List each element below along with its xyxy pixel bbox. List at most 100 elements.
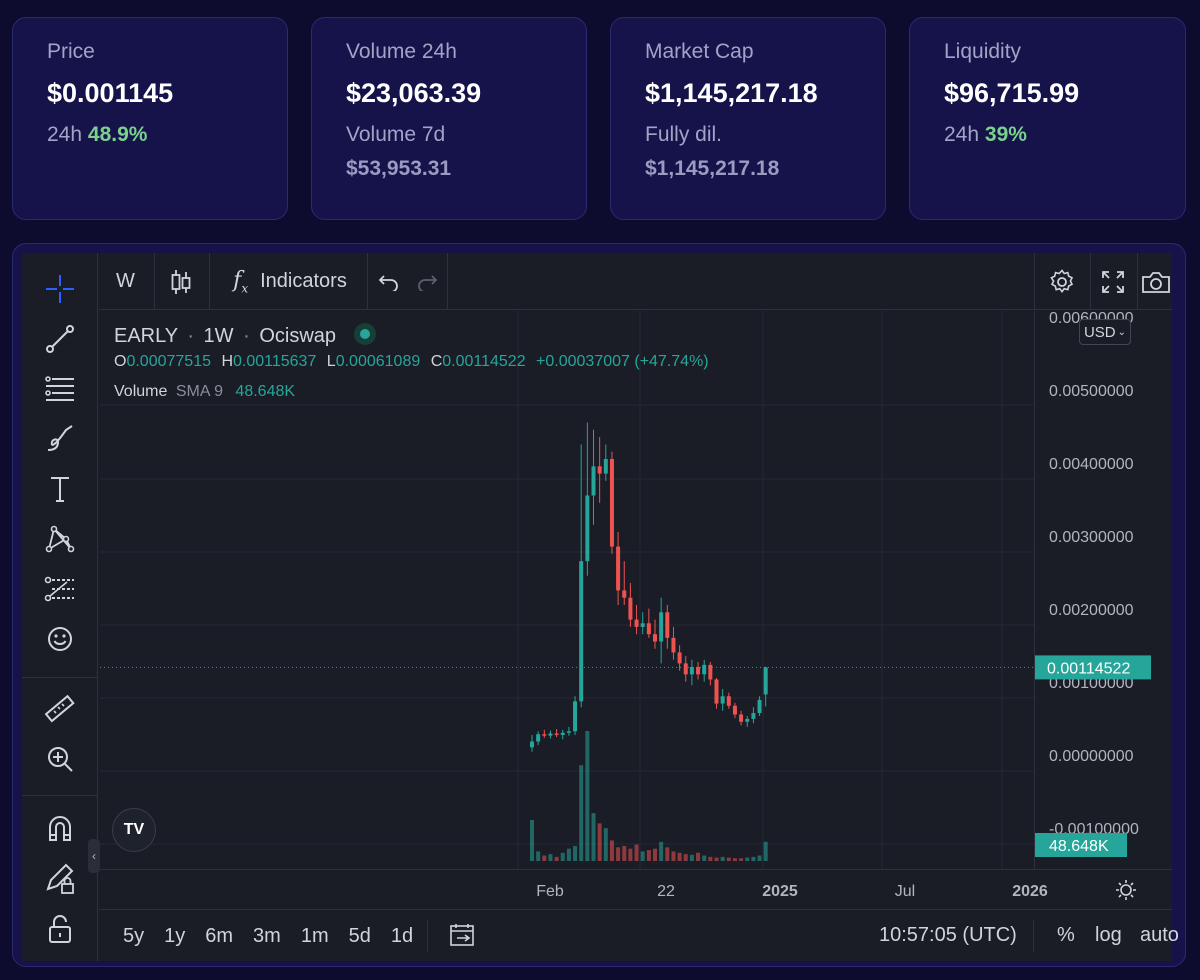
range-button-1d[interactable]: 1d	[390, 924, 414, 947]
range-button-5d[interactable]: 5d	[348, 924, 371, 947]
interval-button[interactable]: W	[116, 270, 135, 292]
volume-legend: Volume SMA 9 48.648K	[114, 383, 296, 400]
currency-selector[interactable]: USD ⌄	[1079, 319, 1131, 345]
crosshair-icon[interactable]	[40, 269, 80, 309]
volume-bar	[745, 857, 750, 861]
volume-bar	[732, 858, 737, 861]
volume-bar	[665, 847, 670, 861]
tradingview-logo[interactable]: TV	[112, 808, 156, 852]
candle-body	[665, 612, 670, 638]
magnet-icon[interactable]	[40, 809, 80, 849]
trend-line-icon[interactable]	[40, 319, 80, 359]
utc-clock[interactable]: 10:57:05 (UTC)	[879, 924, 1017, 946]
range-button-6m[interactable]: 6m	[205, 924, 234, 947]
volume-bar	[591, 813, 596, 861]
lock-drawings-icon[interactable]	[40, 859, 80, 899]
symbol-exchange: Ociswap	[259, 325, 337, 347]
log-toggle[interactable]: log	[1095, 924, 1122, 946]
candle-body	[726, 696, 731, 706]
candle-body	[591, 466, 596, 496]
time-tick-label: 22	[657, 883, 675, 900]
unlock-icon[interactable]	[40, 909, 80, 949]
candle-body	[702, 664, 707, 675]
axis-settings-button[interactable]	[1110, 874, 1142, 906]
volume-bar	[603, 828, 608, 861]
stat-sub-value: $1,145,217.18	[645, 157, 780, 180]
ohlc-legend: O0.00077515 H0.00115637 L0.00061089 C0.0…	[114, 353, 709, 370]
ruler-icon[interactable]	[40, 689, 80, 729]
price-axis[interactable]: 0.006000000.005000000.004000000.00300000…	[1034, 310, 1172, 869]
undo-button[interactable]	[371, 253, 407, 310]
volume-badge-label: 48.648K	[1049, 838, 1109, 855]
candle-body	[634, 619, 639, 627]
goto-date-button[interactable]	[449, 922, 479, 950]
volume-bar	[628, 848, 633, 861]
candle-body	[597, 466, 602, 474]
volume-bar	[683, 854, 688, 861]
price-tick-label: 0.00300000	[1049, 529, 1134, 546]
brush-icon[interactable]	[40, 419, 80, 459]
price-tick-label: 0.00500000	[1049, 383, 1134, 400]
volume-bar	[646, 850, 651, 861]
volume-bar	[579, 765, 584, 861]
screenshot-button[interactable]	[1139, 253, 1172, 310]
text-icon[interactable]	[40, 469, 80, 509]
fullscreen-button[interactable]	[1091, 253, 1135, 310]
indicators-button[interactable]: fx Indicators	[215, 253, 365, 310]
candle-body	[628, 597, 633, 620]
time-axis[interactable]: Feb 22 2025 Jul 2026	[100, 869, 1172, 909]
candle-body	[579, 561, 584, 702]
market-status-icon[interactable]	[353, 323, 376, 345]
symbol-interval: 1W	[203, 325, 234, 347]
candle-body	[757, 699, 762, 714]
toolbar-divider	[1034, 253, 1035, 310]
candle-body	[751, 713, 756, 719]
range-button-5y[interactable]: 5y	[123, 924, 145, 947]
time-axis-labels: Feb 22 2025 Jul 2026	[536, 883, 1048, 900]
prediction-icon[interactable]	[40, 569, 80, 609]
gear-icon	[1050, 268, 1074, 293]
candle-type-button[interactable]	[155, 253, 207, 310]
redo-button[interactable]	[409, 253, 445, 310]
candle-body	[573, 701, 578, 732]
price-chart[interactable]	[100, 311, 1034, 869]
undo-icon	[378, 274, 398, 291]
volume-bar	[739, 858, 744, 861]
fullscreen-icon	[1102, 270, 1124, 293]
candle-body	[689, 667, 694, 675]
volume-bar	[763, 841, 768, 861]
stat-change: 24h 48.9%	[47, 123, 148, 146]
candle-body	[603, 459, 608, 474]
volume-bar	[548, 854, 553, 861]
candle-body	[585, 495, 590, 562]
calendar-goto-icon	[450, 924, 474, 946]
candle-body	[622, 590, 627, 598]
fib-lines-icon[interactable]	[40, 369, 80, 409]
toolbar-divider	[154, 253, 155, 310]
volume-sma-value: 48.648K	[235, 383, 296, 400]
low-value: 0.00061089	[335, 353, 421, 370]
collapse-toolbar-button[interactable]: ‹	[88, 839, 100, 873]
volume-bar	[573, 845, 578, 861]
candle-body	[677, 652, 682, 664]
candle-body	[745, 718, 750, 722]
range-button-3m[interactable]: 3m	[253, 924, 281, 947]
volume-bar	[671, 851, 676, 861]
fx-icon: fx	[233, 267, 249, 296]
volume-bar	[597, 823, 602, 861]
auto-toggle[interactable]: auto	[1140, 924, 1179, 946]
range-buttons: 5y 1y 6m 3m 1m 5d 1d	[113, 910, 423, 962]
tradingview-widget: W fx Indicators EARL	[22, 253, 1179, 962]
volume-bar	[536, 851, 541, 861]
candle-body	[696, 667, 701, 675]
emoji-icon[interactable]	[40, 619, 80, 659]
range-button-1m[interactable]: 1m	[300, 924, 329, 947]
percent-toggle[interactable]: %	[1057, 924, 1075, 946]
volume-bar	[689, 854, 694, 861]
pattern-icon[interactable]	[40, 519, 80, 559]
settings-button[interactable]	[1035, 253, 1089, 310]
zoom-in-icon[interactable]	[40, 739, 80, 779]
candle-body	[708, 664, 713, 680]
time-tick-label: Feb	[536, 883, 564, 900]
range-button-1y[interactable]: 1y	[164, 924, 186, 947]
